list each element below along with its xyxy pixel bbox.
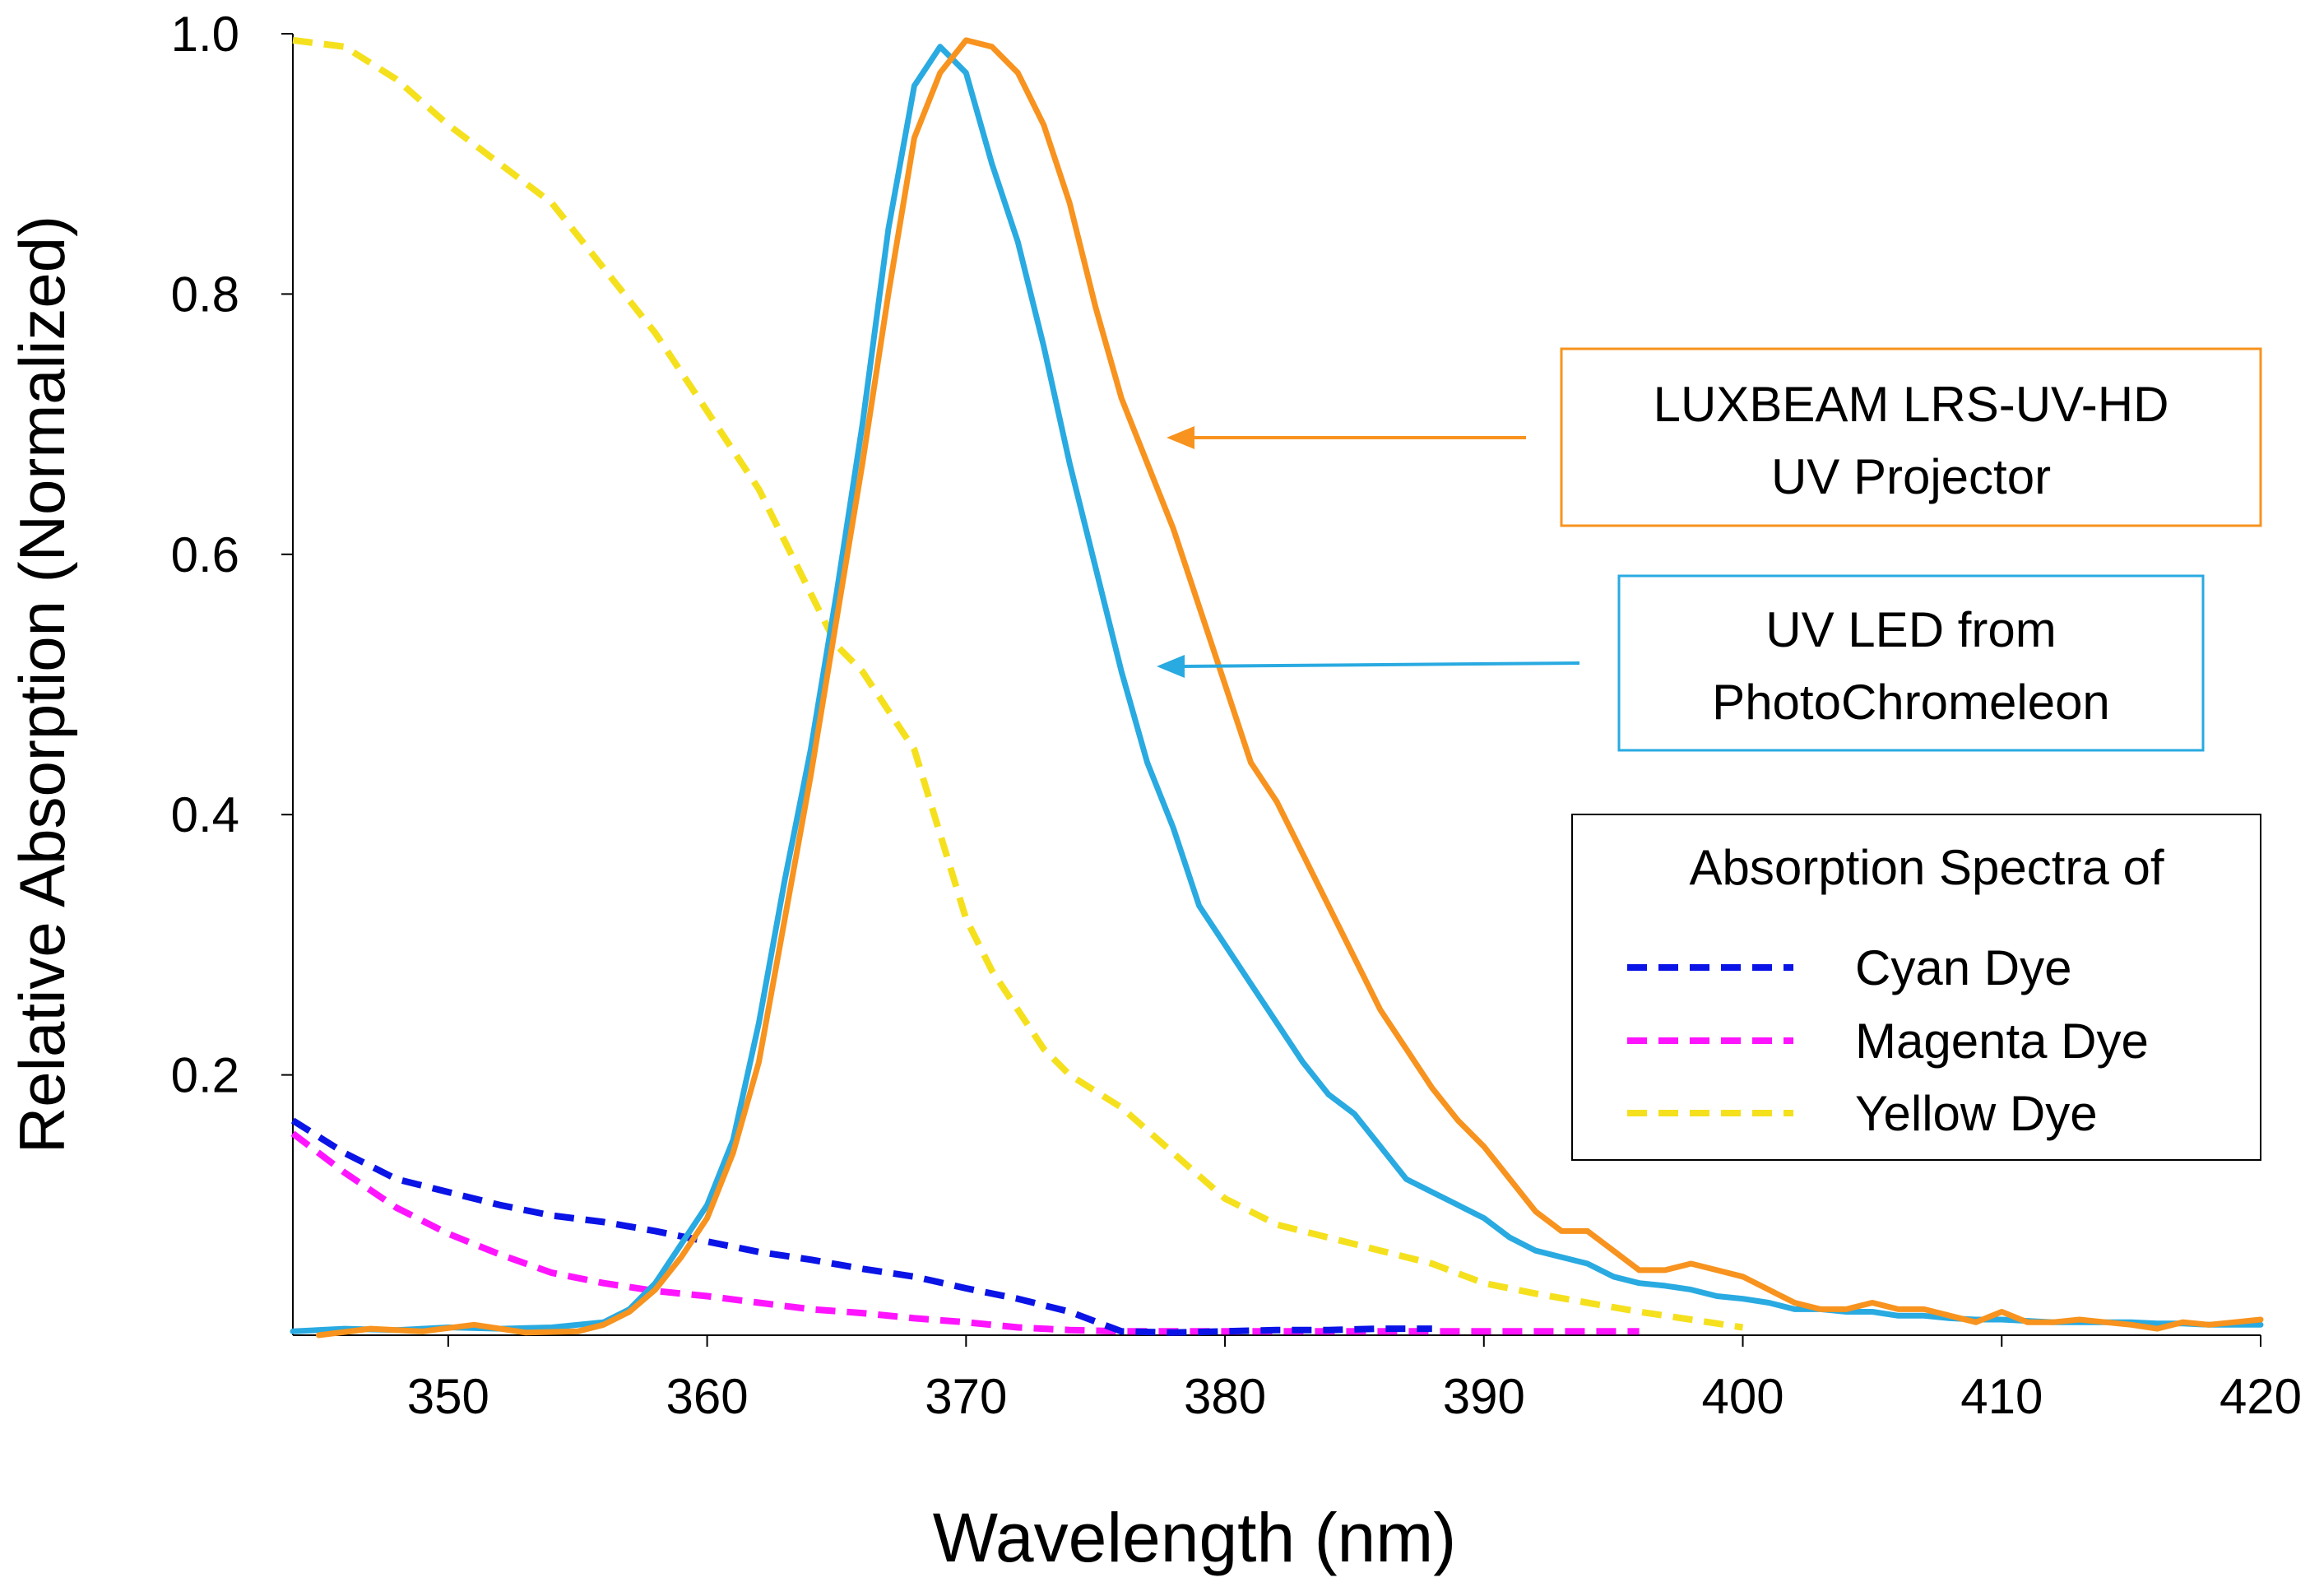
y-axis-label: Relative Absorption (Normalized)	[6, 216, 78, 1153]
led-annotation-line-1: UV LED from	[1765, 602, 2056, 657]
legend-title: Absorption Spectra of	[1689, 840, 2164, 895]
led-annotation-arrowhead	[1157, 655, 1185, 678]
x-tick-label: 380	[1184, 1369, 1266, 1424]
led-annotation: UV LED from PhotoChromeleon	[1157, 574, 2205, 752]
y-tick-label: 0.4	[171, 787, 239, 842]
series-layer	[290, 36, 2264, 1339]
led-annotation-line-2: PhotoChromeleon	[1712, 675, 2110, 730]
projector-annotation-line-1: LUXBEAM LRS-UV-HD	[1654, 377, 2169, 432]
legend-box	[1571, 814, 2261, 1161]
x-tick-label: 390	[1443, 1369, 1525, 1424]
x-axis-label: Wavelength (nm)	[933, 1499, 1456, 1576]
y-tick-label: 0.2	[171, 1048, 239, 1103]
y-tick-label: 1.0	[171, 7, 239, 62]
axes	[292, 34, 2261, 1336]
x-tick-label: 370	[925, 1369, 1007, 1424]
series-line-magenta	[290, 1130, 1640, 1335]
projector-annotation-line-2: UV Projector	[1771, 449, 2051, 504]
x-tick-label: 350	[407, 1369, 489, 1424]
x-tick-label: 360	[666, 1369, 749, 1424]
projector-annotation-box	[1560, 347, 2262, 527]
projector-annotation-arrowhead	[1167, 426, 1194, 449]
series-line-projector	[316, 37, 2264, 1339]
ticks: 350 360 370 380 390 400 410 420 0.2 0.4 0.6 0.8 1.0	[171, 7, 2302, 1424]
legend-label-cyan: Cyan Dye	[1855, 940, 2071, 995]
x-tick-label: 410	[1960, 1369, 2043, 1424]
projector-annotation: LUXBEAM LRS-UV-HD UV Projector	[1167, 347, 2262, 527]
x-tick-label: 420	[2220, 1369, 2302, 1424]
y-tick-label: 0.8	[171, 267, 239, 322]
led-annotation-box	[1617, 574, 2205, 752]
series-line-cyan	[290, 1117, 1432, 1336]
y-tick-label: 0.6	[171, 527, 239, 582]
legend-label-magenta: Magenta Dye	[1855, 1014, 2149, 1069]
x-tick-label: 400	[1701, 1369, 1784, 1424]
led-annotation-arrow	[1182, 661, 1580, 668]
series-line-yellow	[292, 36, 1744, 1331]
legend-label-yellow: Yellow Dye	[1855, 1086, 2098, 1141]
legend: Absorption Spectra of Cyan Dye Magenta D…	[1571, 814, 2261, 1161]
